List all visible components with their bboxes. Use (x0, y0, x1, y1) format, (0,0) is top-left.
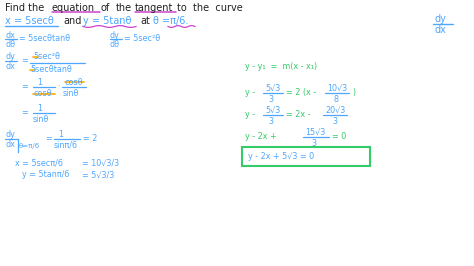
Text: cosθ: cosθ (65, 78, 83, 87)
Text: dx: dx (5, 62, 15, 71)
Text: dx: dx (5, 31, 15, 40)
Text: dθ: dθ (110, 40, 120, 49)
Text: 1: 1 (37, 104, 42, 113)
Text: dx: dx (435, 25, 447, 35)
Text: dθ: dθ (5, 40, 15, 49)
Text: = 5sec²θ: = 5sec²θ (124, 34, 160, 43)
Text: at: at (140, 16, 150, 26)
Text: x = 5secθ: x = 5secθ (5, 16, 54, 26)
Text: 5sec²θ: 5sec²θ (33, 52, 60, 61)
Text: 5secθtanθ: 5secθtanθ (30, 65, 72, 74)
Text: = 2x -: = 2x - (286, 110, 310, 119)
Text: y = 5tanθ: y = 5tanθ (83, 16, 131, 26)
Text: y -: y - (245, 110, 255, 119)
Text: to  the  curve: to the curve (177, 3, 243, 13)
Text: y - 2x + 5√3 = 0: y - 2x + 5√3 = 0 (248, 152, 314, 161)
Text: = 5√3/3: = 5√3/3 (82, 170, 114, 179)
Text: y = 5tanπ/6: y = 5tanπ/6 (22, 170, 69, 179)
Text: =: = (21, 108, 28, 117)
Text: sinθ: sinθ (63, 89, 79, 98)
Text: 3: 3 (332, 117, 337, 126)
Text: =: = (21, 56, 28, 65)
Text: 5√3: 5√3 (265, 106, 280, 115)
Text: dy: dy (435, 14, 447, 24)
Text: equation: equation (52, 3, 95, 13)
Text: cosθ: cosθ (33, 89, 52, 98)
Text: θ=π/6: θ=π/6 (19, 143, 40, 149)
Text: dx: dx (5, 140, 15, 149)
Text: 1: 1 (37, 78, 42, 87)
Text: (x -: (x - (303, 88, 316, 97)
Text: = 2: = 2 (286, 88, 301, 97)
Text: θ =π/6.: θ =π/6. (153, 16, 188, 26)
Text: 3: 3 (268, 95, 273, 104)
Text: 20√3: 20√3 (325, 106, 345, 115)
Text: y - 2x +: y - 2x + (245, 132, 277, 141)
Text: of: of (101, 3, 110, 13)
Text: and: and (63, 16, 82, 26)
Text: 10√3: 10√3 (327, 84, 347, 93)
Text: 3: 3 (268, 117, 273, 126)
Text: ): ) (352, 88, 355, 97)
Text: 1: 1 (58, 130, 63, 139)
Text: Find the: Find the (5, 3, 44, 13)
Text: 3: 3 (311, 139, 316, 148)
Text: dy: dy (5, 130, 15, 139)
Text: y - y₁  =  m(x - x₁): y - y₁ = m(x - x₁) (245, 62, 317, 71)
Text: 8: 8 (334, 95, 339, 104)
Text: tangent: tangent (135, 3, 173, 13)
Text: x = 5secπ/6: x = 5secπ/6 (15, 158, 63, 167)
Text: 15√3: 15√3 (305, 128, 325, 137)
Text: y -: y - (245, 88, 255, 97)
Text: ·: · (57, 82, 60, 91)
Text: sinθ: sinθ (33, 115, 49, 124)
Text: the: the (116, 3, 132, 13)
Text: = 10√3/3: = 10√3/3 (82, 158, 119, 167)
Text: = 5secθtanθ: = 5secθtanθ (19, 34, 70, 43)
Text: =: = (21, 82, 28, 91)
Text: dy: dy (5, 52, 15, 61)
Text: 5√3: 5√3 (265, 84, 280, 93)
Text: = 0: = 0 (332, 132, 346, 141)
Text: = 2: = 2 (83, 134, 97, 143)
Text: =: = (45, 134, 52, 143)
Text: dy: dy (110, 31, 120, 40)
Text: sinπ/6: sinπ/6 (54, 141, 78, 150)
